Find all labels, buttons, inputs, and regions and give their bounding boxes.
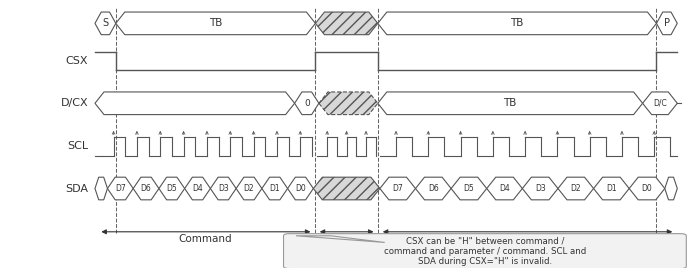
Text: P: P: [664, 18, 670, 28]
Text: D6: D6: [428, 184, 438, 193]
Polygon shape: [315, 12, 378, 35]
Polygon shape: [95, 177, 107, 200]
Text: S: S: [102, 18, 109, 28]
Text: D/C: D/C: [653, 99, 667, 108]
Polygon shape: [296, 236, 385, 243]
Polygon shape: [313, 177, 380, 200]
Text: TB: TB: [510, 18, 524, 28]
Text: D5: D5: [166, 184, 177, 193]
Polygon shape: [287, 177, 313, 200]
Polygon shape: [665, 177, 677, 200]
Text: D0: D0: [642, 184, 652, 193]
Polygon shape: [236, 177, 262, 200]
Polygon shape: [642, 92, 677, 115]
Polygon shape: [378, 92, 642, 115]
Text: 0: 0: [304, 99, 310, 108]
Polygon shape: [95, 12, 116, 35]
Polygon shape: [95, 92, 294, 115]
Polygon shape: [522, 177, 558, 200]
Polygon shape: [159, 177, 184, 200]
Text: D/CX: D/CX: [61, 98, 88, 108]
Text: D7: D7: [115, 184, 126, 193]
Polygon shape: [656, 12, 677, 35]
Text: D7: D7: [393, 184, 403, 193]
Polygon shape: [133, 177, 159, 200]
Polygon shape: [210, 177, 236, 200]
Polygon shape: [107, 177, 133, 200]
Polygon shape: [451, 177, 487, 200]
Text: D5: D5: [464, 184, 474, 193]
Polygon shape: [319, 92, 378, 115]
Text: CSX can be "H" between command /
command and parameter / command. SCL and
SDA du: CSX can be "H" between command / command…: [383, 236, 586, 266]
Polygon shape: [380, 177, 416, 200]
Text: D1: D1: [606, 184, 617, 193]
Polygon shape: [262, 177, 287, 200]
Text: D0: D0: [295, 184, 306, 193]
Text: D3: D3: [535, 184, 546, 193]
Text: Data / Command / Parameter: Data / Command / Parameter: [451, 234, 604, 244]
Text: D1: D1: [269, 184, 280, 193]
Polygon shape: [594, 177, 629, 200]
Text: D2: D2: [244, 184, 254, 193]
Polygon shape: [629, 177, 665, 200]
Text: D6: D6: [141, 184, 152, 193]
Polygon shape: [416, 177, 451, 200]
Polygon shape: [487, 177, 522, 200]
Text: TB: TB: [209, 18, 222, 28]
Text: D2: D2: [571, 184, 581, 193]
Text: TB: TB: [503, 98, 517, 108]
Text: SDA: SDA: [65, 183, 88, 193]
Polygon shape: [184, 177, 210, 200]
Text: D3: D3: [218, 184, 229, 193]
Text: SCL: SCL: [67, 141, 88, 151]
Text: CSX: CSX: [65, 56, 88, 66]
Text: Command: Command: [178, 234, 232, 244]
Text: D4: D4: [499, 184, 510, 193]
Polygon shape: [558, 177, 594, 200]
Polygon shape: [116, 12, 315, 35]
FancyBboxPatch shape: [283, 234, 686, 269]
Polygon shape: [294, 92, 319, 115]
Polygon shape: [378, 12, 656, 35]
Text: D4: D4: [192, 184, 203, 193]
